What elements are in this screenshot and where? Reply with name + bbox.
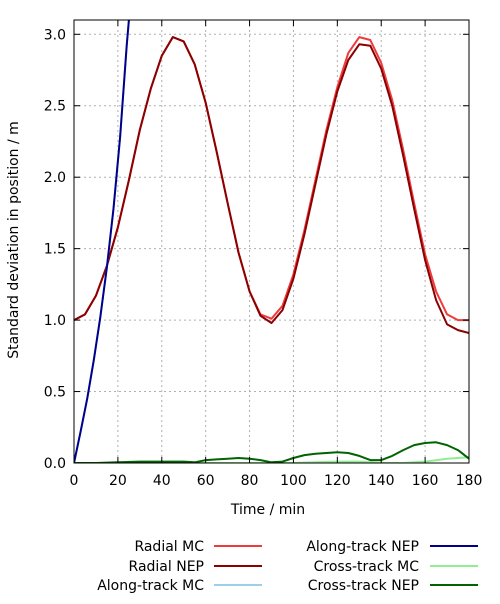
x-tick-label: 80 xyxy=(241,473,259,489)
series-line-cross-track-nep xyxy=(74,442,469,463)
x-tick-label: 120 xyxy=(324,473,351,489)
x-tick-label: 100 xyxy=(280,473,307,489)
legend: Radial MC Radial NEP Along-track MC Along-t… xyxy=(97,539,478,594)
x-axis-label: Time / min xyxy=(230,502,305,518)
legend-label-cross-track-mc: Cross-track MC xyxy=(314,559,420,575)
x-tick-label: 180 xyxy=(456,473,483,489)
legend-label-radial-nep: Radial NEP xyxy=(129,559,204,575)
y-tick-label: 1.0 xyxy=(44,313,66,329)
y-tick-label: 2.5 xyxy=(44,99,66,115)
series-line-along-track-mc xyxy=(74,20,129,463)
y-tick-label: 0.0 xyxy=(44,456,66,472)
legend-label-along-track-mc: Along-track MC xyxy=(97,578,204,594)
x-tick-label: 140 xyxy=(368,473,395,489)
series-line-along-track-nep xyxy=(74,20,129,463)
y-tick-label: 0.5 xyxy=(44,385,66,401)
legend-label-radial-mc: Radial MC xyxy=(134,539,204,555)
x-tick-label: 0 xyxy=(70,473,79,489)
series-line-radial-nep xyxy=(74,37,469,333)
legend-label-along-track-nep: Along-track NEP xyxy=(306,539,419,555)
grid-lines xyxy=(74,20,469,463)
x-tick-label: 60 xyxy=(197,473,215,489)
y-tick-label: 1.5 xyxy=(44,242,66,258)
data-series xyxy=(74,20,469,463)
y-tick-label: 3.0 xyxy=(44,27,66,43)
plot-frame xyxy=(74,20,469,463)
x-tick-label: 40 xyxy=(153,473,171,489)
y-axis-label: Standard deviation in position / m xyxy=(6,121,22,359)
x-tick-label: 20 xyxy=(109,473,127,489)
legend-label-cross-track-nep: Cross-track NEP xyxy=(308,578,419,594)
series-line-radial-mc xyxy=(74,37,469,320)
y-tick-label: 2.0 xyxy=(44,170,66,186)
x-tick-label: 160 xyxy=(412,473,439,489)
